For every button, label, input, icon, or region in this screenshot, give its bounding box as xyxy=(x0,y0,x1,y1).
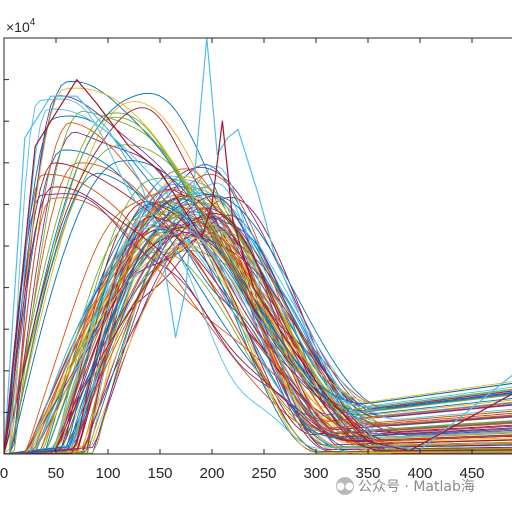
y-exponent-power: 4 xyxy=(30,17,36,28)
x-tick-label: 100 xyxy=(95,465,120,482)
series-line xyxy=(3,189,512,455)
series-line xyxy=(3,179,512,455)
series-line-highlight xyxy=(3,37,512,455)
y-axis-ticks xyxy=(4,37,9,455)
series-line xyxy=(3,203,512,455)
series-line xyxy=(3,214,512,455)
series-line xyxy=(3,194,512,455)
series-line xyxy=(3,210,512,455)
series-line xyxy=(3,193,512,455)
series-line-highlight xyxy=(3,79,512,455)
series-line xyxy=(3,101,512,455)
series-line xyxy=(3,160,512,455)
watermark-text: 公众号 · Matlab海 xyxy=(358,479,475,495)
series-line xyxy=(3,214,512,455)
x-tick-label: 450 xyxy=(459,465,484,482)
x-tick-label: 300 xyxy=(303,465,328,482)
x-tick-label: 350 xyxy=(355,465,380,482)
series-line xyxy=(3,200,512,455)
series-line xyxy=(3,122,512,455)
series-line xyxy=(3,232,512,455)
y-exponent-label: ×104 xyxy=(6,17,36,35)
series-line xyxy=(3,229,512,455)
series-line xyxy=(3,162,512,455)
series-line xyxy=(3,173,512,455)
x-tick-label: 0 xyxy=(0,465,8,482)
x-tick-label: 150 xyxy=(147,465,172,482)
y-exponent-base: ×10 xyxy=(6,19,30,35)
series-line xyxy=(3,168,512,455)
watermark: ●● 公众号 · Matlab海 xyxy=(336,476,475,496)
x-axis-ticks: 0 50 100 150 200 250 300 350 400 450 xyxy=(0,38,485,482)
wechat-icon: ●● xyxy=(336,477,354,495)
chart-curves xyxy=(3,37,512,455)
series-line xyxy=(3,108,512,455)
series-line xyxy=(3,116,512,455)
x-tick-label: 200 xyxy=(199,465,224,482)
series-line xyxy=(3,95,512,455)
series-line xyxy=(3,186,512,455)
x-tick-label: 250 xyxy=(251,465,276,482)
series-line xyxy=(3,214,512,455)
x-tick-label: 50 xyxy=(48,465,65,482)
x-tick-label: 400 xyxy=(407,465,432,482)
series-line xyxy=(3,195,512,455)
series-line xyxy=(3,166,512,455)
